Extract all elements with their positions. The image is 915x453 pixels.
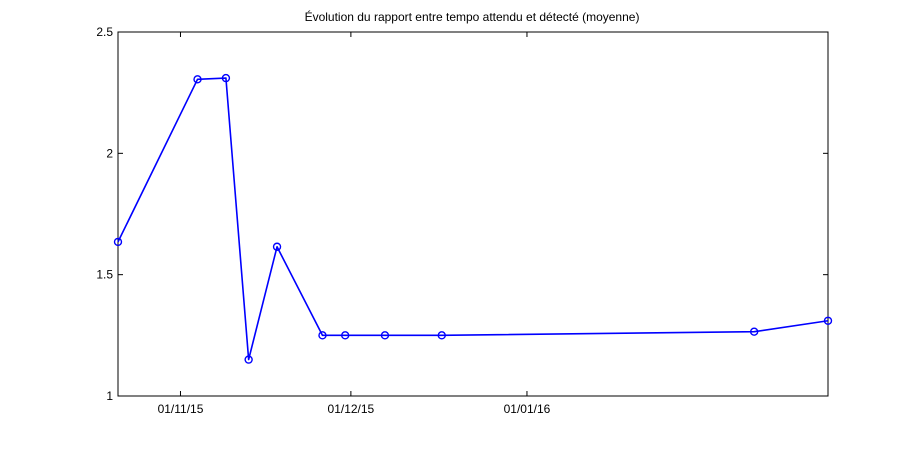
x-tick-label: 01/11/15 — [158, 402, 204, 416]
data-point — [113, 237, 123, 247]
series-layer — [113, 73, 833, 364]
y-axis: 1 1.5 2 2.5 — [96, 25, 828, 403]
data-point — [437, 331, 446, 340]
y-tick-label: 1.5 — [96, 268, 113, 282]
data-point — [341, 331, 350, 340]
data-point — [193, 75, 202, 84]
data-point — [749, 327, 759, 336]
data-point — [318, 331, 327, 340]
x-tick-label: 01/12/15 — [328, 402, 375, 416]
x-axis: 01/11/15 01/12/15 01/01/16 — [158, 32, 551, 416]
y-tick-label: 2.5 — [96, 25, 113, 39]
data-point — [221, 73, 231, 83]
y-tick-label: 1 — [106, 389, 113, 403]
plot-area — [117, 31, 829, 397]
data-point — [823, 316, 833, 325]
series-line — [117, 77, 829, 361]
x-tick-label: 01/01/16 — [504, 402, 551, 416]
chart-title: Évolution du rapport entre tempo attendu… — [305, 9, 640, 24]
y-tick-label: 2 — [106, 146, 113, 160]
data-point — [244, 355, 253, 364]
data-point — [272, 242, 282, 251]
data-point — [380, 331, 390, 340]
